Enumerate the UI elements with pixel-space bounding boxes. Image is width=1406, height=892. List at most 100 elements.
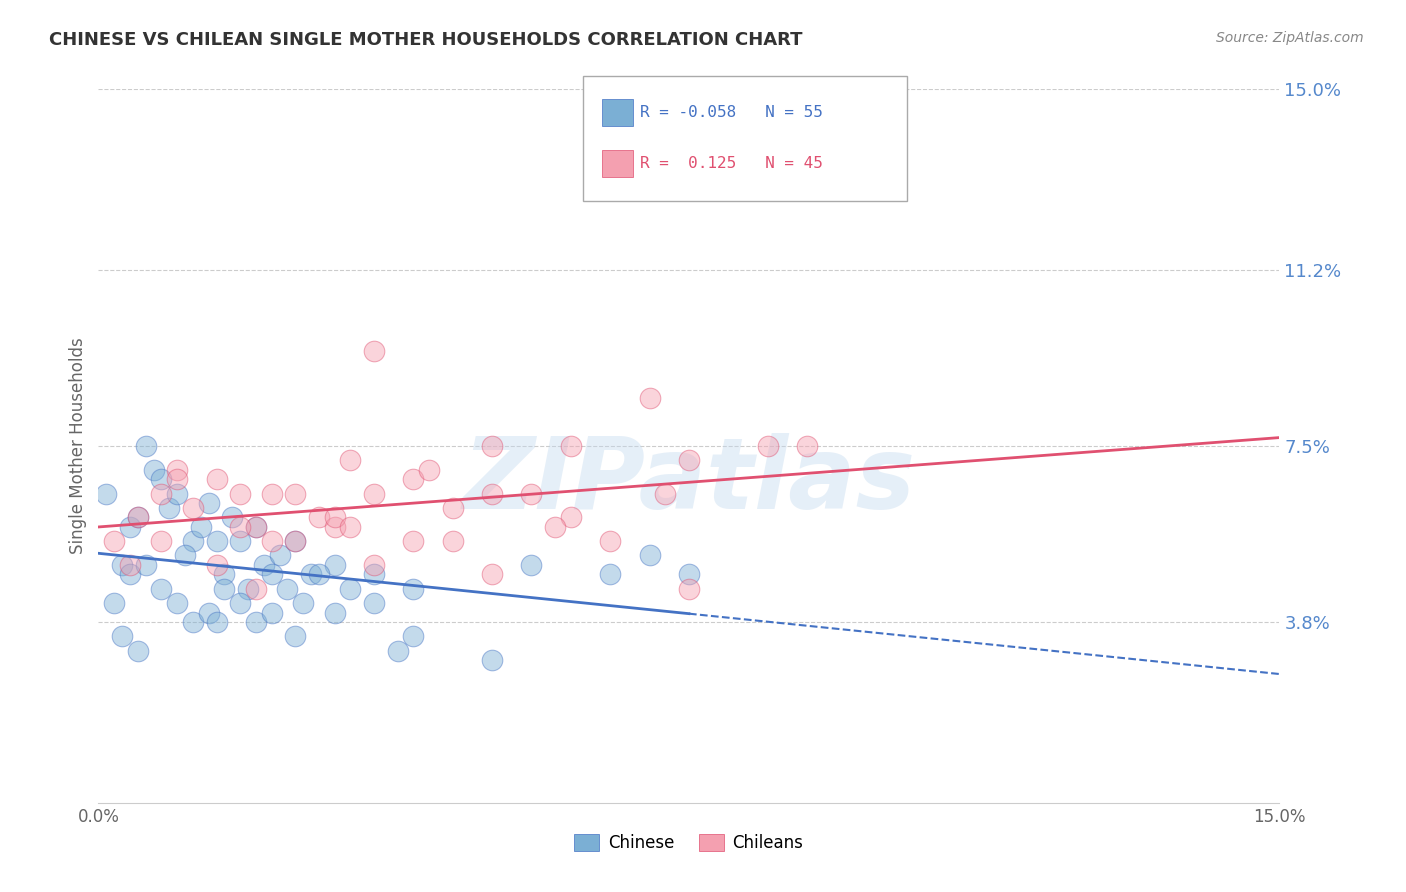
Point xyxy=(181,615,204,629)
Point xyxy=(418,463,440,477)
Point xyxy=(150,486,173,500)
Point xyxy=(560,439,582,453)
Point xyxy=(118,558,141,572)
Text: R =  0.125   N = 45: R = 0.125 N = 45 xyxy=(640,156,823,171)
Point xyxy=(142,463,165,477)
Point xyxy=(678,567,700,582)
Point xyxy=(402,629,425,643)
Point xyxy=(481,567,503,582)
Point xyxy=(229,534,252,549)
Point xyxy=(402,472,425,486)
Point xyxy=(118,567,141,582)
Y-axis label: Single Mother Households: Single Mother Households xyxy=(69,338,87,554)
Point xyxy=(284,486,307,500)
Point xyxy=(205,558,228,572)
Point xyxy=(166,486,188,500)
Point xyxy=(229,486,252,500)
Text: Source: ZipAtlas.com: Source: ZipAtlas.com xyxy=(1216,31,1364,45)
Point xyxy=(118,520,141,534)
Point xyxy=(308,510,330,524)
Point xyxy=(481,486,503,500)
Point xyxy=(150,534,173,549)
Point xyxy=(245,582,267,596)
Point xyxy=(150,472,173,486)
Point xyxy=(284,534,307,549)
Point xyxy=(260,534,283,549)
Point xyxy=(299,567,322,582)
Point xyxy=(157,500,180,515)
Point xyxy=(127,510,149,524)
Point xyxy=(481,653,503,667)
Point xyxy=(481,439,503,453)
Point xyxy=(323,558,346,572)
Point xyxy=(197,606,219,620)
Point xyxy=(229,520,252,534)
Point xyxy=(339,582,361,596)
Point xyxy=(260,486,283,500)
Point xyxy=(520,558,543,572)
Point xyxy=(599,567,621,582)
Point xyxy=(111,558,134,572)
Point xyxy=(166,472,188,486)
Point xyxy=(181,534,204,549)
Point xyxy=(236,582,259,596)
Point xyxy=(103,534,125,549)
Point xyxy=(135,439,157,453)
Point xyxy=(127,510,149,524)
Point xyxy=(308,567,330,582)
Point xyxy=(205,472,228,486)
Point xyxy=(111,629,134,643)
Point xyxy=(678,453,700,467)
Point xyxy=(678,582,700,596)
Point xyxy=(150,582,173,596)
Point xyxy=(323,520,346,534)
Text: ZIPatlas: ZIPatlas xyxy=(463,434,915,530)
Point xyxy=(135,558,157,572)
Point xyxy=(402,582,425,596)
Point xyxy=(205,534,228,549)
Point xyxy=(520,486,543,500)
Text: R = -0.058   N = 55: R = -0.058 N = 55 xyxy=(640,105,823,120)
Point xyxy=(284,534,307,549)
Point xyxy=(654,486,676,500)
Point xyxy=(197,496,219,510)
Point xyxy=(402,534,425,549)
Point xyxy=(339,453,361,467)
Point xyxy=(544,520,567,534)
Point xyxy=(599,534,621,549)
Text: CHINESE VS CHILEAN SINGLE MOTHER HOUSEHOLDS CORRELATION CHART: CHINESE VS CHILEAN SINGLE MOTHER HOUSEHO… xyxy=(49,31,803,49)
Point xyxy=(638,392,661,406)
Point xyxy=(253,558,276,572)
Point xyxy=(245,520,267,534)
Point xyxy=(756,439,779,453)
Point xyxy=(363,486,385,500)
Point xyxy=(96,486,118,500)
Point xyxy=(276,582,298,596)
Point xyxy=(214,582,236,596)
Point xyxy=(560,510,582,524)
Point xyxy=(260,606,283,620)
Point xyxy=(441,500,464,515)
Point xyxy=(339,520,361,534)
Point xyxy=(190,520,212,534)
Point xyxy=(323,510,346,524)
Point xyxy=(166,596,188,610)
Point xyxy=(441,534,464,549)
Point xyxy=(363,343,385,358)
Point xyxy=(174,549,197,563)
Point xyxy=(638,549,661,563)
Point xyxy=(796,439,818,453)
Point xyxy=(284,629,307,643)
Point xyxy=(363,567,385,582)
Point xyxy=(214,567,236,582)
Point xyxy=(323,606,346,620)
Point xyxy=(245,615,267,629)
Point xyxy=(363,596,385,610)
Point xyxy=(229,596,252,610)
Point xyxy=(363,558,385,572)
Point xyxy=(166,463,188,477)
Point xyxy=(221,510,243,524)
Point xyxy=(205,615,228,629)
Point xyxy=(269,549,291,563)
Point xyxy=(260,567,283,582)
